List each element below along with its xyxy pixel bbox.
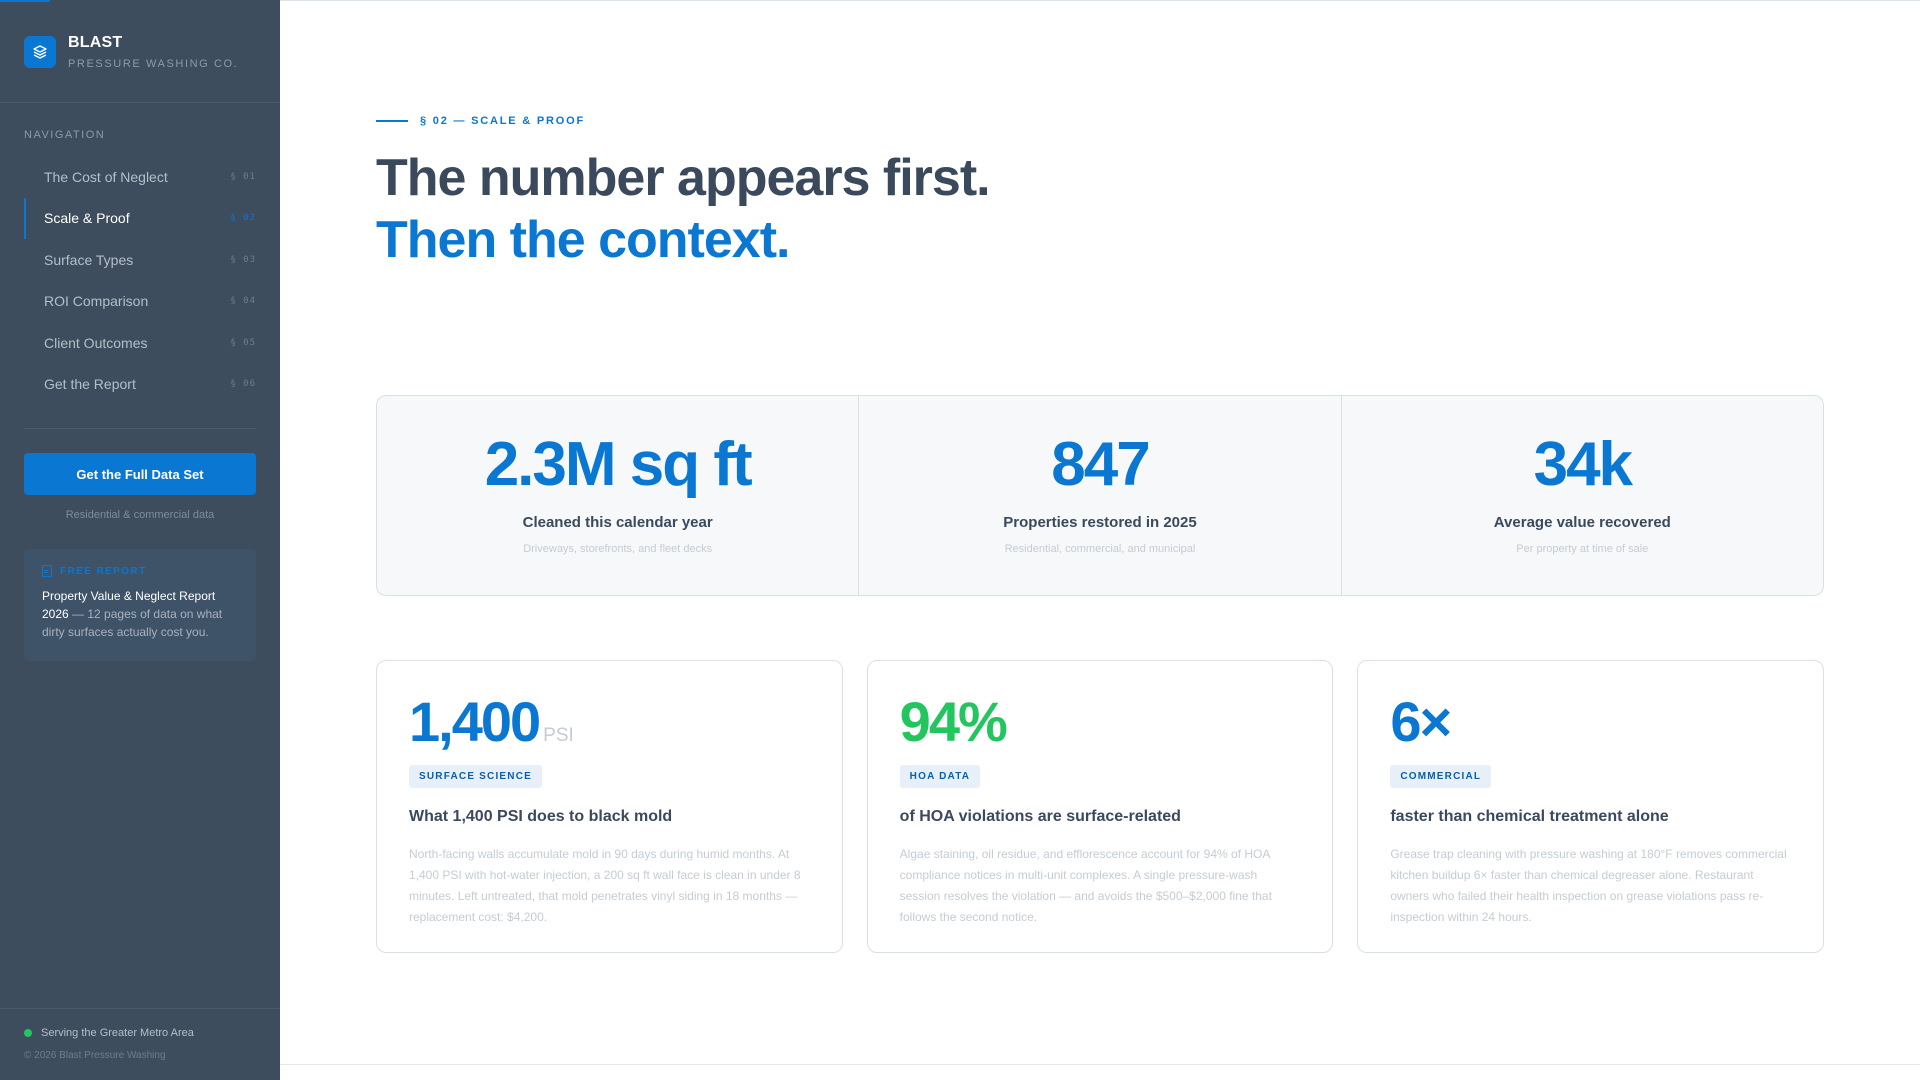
nav-item-number: § 04 — [230, 296, 256, 307]
document-icon — [42, 565, 52, 577]
card-tag: COMMERCIAL — [1390, 765, 1492, 788]
free-report-heading: FREE REPORT — [60, 565, 147, 577]
free-report-panel[interactable]: FREE REPORT Property Value & Neglect Rep… — [24, 549, 256, 661]
eyebrow-text: § 02 — SCALE & PROOF — [420, 115, 585, 127]
nav-item-client-outcomes[interactable]: Client Outcomes § 05 — [24, 322, 256, 364]
get-full-data-set-button[interactable]: Get the Full Data Set — [24, 453, 256, 495]
card-body: Grease trap cleaning with pressure washi… — [1390, 847, 1787, 924]
nav-item-roi-comparison[interactable]: ROI Comparison § 04 — [24, 281, 256, 323]
card-body: Algae staining, oil residue, and efflore… — [899, 847, 1272, 924]
nav-item-number: § 03 — [230, 254, 256, 265]
stat-subtext: Residential, commercial, and municipal — [1004, 543, 1196, 555]
headline-accent: Then the context. — [376, 211, 790, 269]
stat-value: 2.3M sq ft — [484, 430, 753, 499]
stat-properties: 847 Properties restored in 2025 Resident… — [858, 396, 1340, 595]
stat-value: 34k — [1533, 430, 1633, 499]
insight-cards: 1,400 PSI SURFACE SCIENCE What 1,400 PSI… — [376, 660, 1825, 953]
nav-list: The Cost of Neglect § 01 Scale & Proof §… — [24, 156, 256, 405]
sidebar: BLAST PRESSURE WASHING CO. NAVIGATION Th… — [0, 0, 280, 1080]
stat-label: Average value recovered — [1493, 514, 1671, 531]
card-title: What 1,400 PSI does to black mold — [409, 808, 673, 825]
sidebar-footer-divider — [0, 1008, 280, 1009]
card-hoa-data: 94% HOA DATA of HOA violations are surfa… — [866, 660, 1334, 953]
nav-item-label: ROI Comparison — [44, 293, 149, 310]
stat-value: 847 — [1051, 430, 1150, 499]
layers-icon — [24, 36, 56, 68]
main-content: § 02 — SCALE & PROOF The number appears … — [280, 0, 1920, 1080]
stat-sq-ft: 2.3M sq ft Cleaned this calendar year Dr… — [377, 396, 858, 595]
stats-panel: 2.3M sq ft Cleaned this calendar year Dr… — [376, 395, 1824, 596]
free-report-title: Property Value & Neglect Report 2026 — [42, 589, 216, 621]
cta-caption: Residential & commercial data — [65, 509, 215, 521]
stat-subtext: Per property at time of sale — [1516, 543, 1649, 555]
card-value: 94% — [899, 690, 1008, 753]
service-area-text: Serving the Greater Metro Area — [41, 1027, 194, 1039]
copyright: © 2026 Blast Pressure Washing — [24, 1050, 166, 1061]
nav-item-label: Client Outcomes — [44, 334, 148, 351]
main-bottom-border — [280, 1064, 1920, 1065]
card-value: 1,400 — [409, 690, 541, 753]
status-dot-icon — [24, 1029, 32, 1037]
stat-value-recovered: 34k Average value recovered Per property… — [1340, 396, 1823, 595]
section-eyebrow: § 02 — SCALE & PROOF — [376, 115, 585, 127]
nav-item-number: § 05 — [230, 337, 256, 348]
card-tag: HOA DATA — [899, 765, 981, 788]
brand[interactable]: BLAST PRESSURE WASHING CO. — [24, 34, 238, 70]
card-unit: PSI — [543, 725, 574, 746]
nav-item-label: Surface Types — [44, 251, 134, 268]
nav-item-number: § 01 — [230, 171, 256, 182]
headline-primary: The number appears first. — [376, 149, 991, 207]
brand-name: BLAST — [68, 34, 123, 51]
card-commercial: 6× COMMERCIAL faster than chemical treat… — [1357, 660, 1825, 953]
nav-item-surface-types[interactable]: Surface Types § 03 — [24, 239, 256, 281]
brand-subtitle: PRESSURE WASHING CO. — [68, 58, 239, 70]
free-report-description: Property Value & Neglect Report 2026 — 1… — [42, 587, 238, 641]
sidebar-divider — [0, 102, 280, 103]
eyebrow-bar — [376, 120, 408, 122]
free-report-body: — 12 pages of data on what dirty surface… — [42, 607, 223, 639]
stat-label: Properties restored in 2025 — [1003, 514, 1197, 531]
nav-item-label: The Cost of Neglect — [44, 168, 168, 185]
nav-item-scale-proof[interactable]: Scale & Proof § 02 — [24, 197, 256, 239]
card-surface-science: 1,400 PSI SURFACE SCIENCE What 1,400 PSI… — [376, 660, 843, 953]
nav-item-label: Scale & Proof — [44, 210, 130, 227]
stat-label: Cleaned this calendar year — [522, 514, 713, 531]
page-headline: The number appears first. Then the conte… — [376, 147, 1076, 271]
card-title: faster than chemical treatment alone — [1390, 808, 1669, 825]
card-body: North-facing walls accumulate mold in 90… — [409, 847, 801, 924]
nav-item-number: § 06 — [230, 379, 256, 390]
nav-item-label: Get the Report — [44, 376, 136, 393]
nav-item-number: § 02 — [230, 213, 256, 224]
card-value: 6× — [1390, 690, 1452, 753]
service-area: Serving the Greater Metro Area — [24, 1027, 194, 1039]
nav-heading: NAVIGATION — [24, 129, 106, 141]
card-title: of HOA violations are surface-related — [899, 808, 1181, 825]
stat-subtext: Driveways, storefronts, and fleet decks — [523, 543, 713, 555]
nav-item-get-the-report[interactable]: Get the Report § 06 — [24, 364, 256, 406]
card-tag: SURFACE SCIENCE — [409, 765, 543, 788]
nav-divider — [24, 428, 256, 429]
nav-item-cost-of-neglect[interactable]: The Cost of Neglect § 01 — [24, 156, 256, 198]
sidebar-top-accent — [0, 0, 50, 2]
